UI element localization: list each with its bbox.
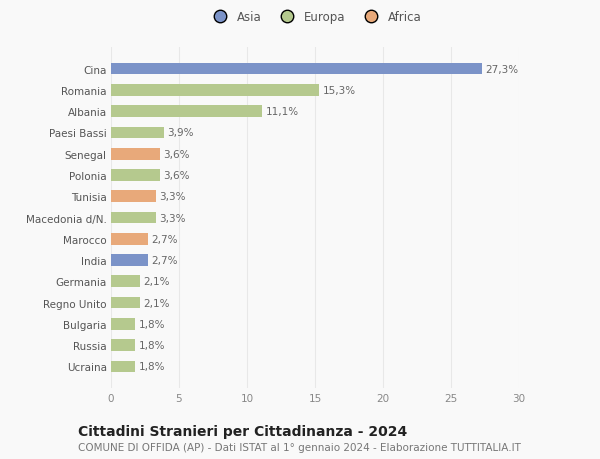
Bar	[111, 340, 136, 351]
Bar	[111, 212, 156, 224]
Text: 27,3%: 27,3%	[485, 64, 519, 74]
Text: 1,8%: 1,8%	[139, 319, 166, 329]
Text: 2,7%: 2,7%	[151, 234, 178, 244]
Text: 3,6%: 3,6%	[163, 171, 190, 180]
Text: 1,8%: 1,8%	[139, 341, 166, 350]
Text: 3,9%: 3,9%	[167, 128, 194, 138]
Bar	[111, 85, 319, 96]
Legend: Asia, Europa, Africa: Asia, Europa, Africa	[203, 6, 427, 29]
Bar	[111, 149, 160, 160]
Bar	[111, 127, 164, 139]
Bar	[111, 64, 482, 75]
Bar	[111, 234, 148, 245]
Bar	[111, 106, 262, 118]
Text: 2,1%: 2,1%	[143, 298, 169, 308]
Text: 3,3%: 3,3%	[159, 213, 186, 223]
Text: 11,1%: 11,1%	[265, 107, 298, 117]
Bar	[111, 255, 148, 266]
Bar	[111, 361, 136, 372]
Text: 1,8%: 1,8%	[139, 362, 166, 372]
Text: Cittadini Stranieri per Cittadinanza - 2024: Cittadini Stranieri per Cittadinanza - 2…	[78, 425, 407, 438]
Bar	[111, 318, 136, 330]
Bar	[111, 276, 140, 287]
Text: 2,1%: 2,1%	[143, 277, 169, 287]
Bar	[111, 191, 156, 202]
Bar	[111, 297, 140, 309]
Text: COMUNE DI OFFIDA (AP) - Dati ISTAT al 1° gennaio 2024 - Elaborazione TUTTITALIA.: COMUNE DI OFFIDA (AP) - Dati ISTAT al 1°…	[78, 442, 521, 452]
Text: 15,3%: 15,3%	[322, 86, 356, 95]
Text: 3,3%: 3,3%	[159, 192, 186, 202]
Text: 3,6%: 3,6%	[163, 149, 190, 159]
Bar	[111, 170, 160, 181]
Text: 2,7%: 2,7%	[151, 256, 178, 265]
